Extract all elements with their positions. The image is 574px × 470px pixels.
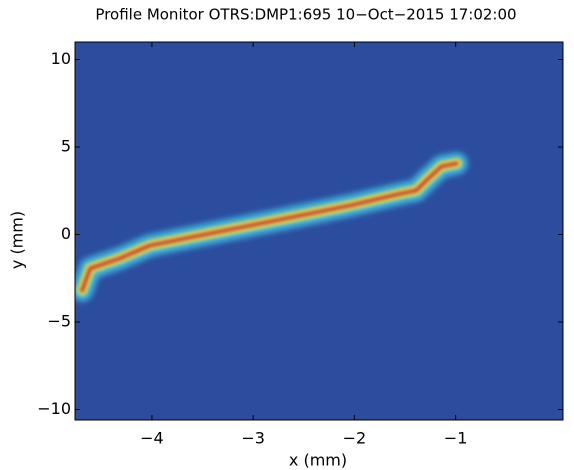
x-axis-label: x (mm) bbox=[289, 451, 347, 470]
x-tick-label: −1 bbox=[444, 429, 468, 448]
plot-background bbox=[75, 42, 563, 420]
beam bbox=[75, 152, 468, 302]
x-tick-label: −4 bbox=[140, 429, 164, 448]
y-tick-label: 5 bbox=[61, 137, 71, 156]
y-tick-label: 0 bbox=[61, 224, 71, 243]
beam-profile bbox=[80, 161, 459, 293]
x-tick-label: −3 bbox=[241, 429, 265, 448]
y-axis-label: y (mm) bbox=[8, 211, 27, 269]
x-tick-label: −2 bbox=[343, 429, 367, 448]
plot-frame bbox=[74, 41, 564, 421]
chart-title: Profile Monitor OTRS:DMP1:695 10−Oct−201… bbox=[95, 6, 516, 24]
y-tick-label: −10 bbox=[37, 399, 71, 418]
y-tick-label: −5 bbox=[47, 312, 71, 331]
y-tick-label: 10 bbox=[51, 49, 71, 68]
